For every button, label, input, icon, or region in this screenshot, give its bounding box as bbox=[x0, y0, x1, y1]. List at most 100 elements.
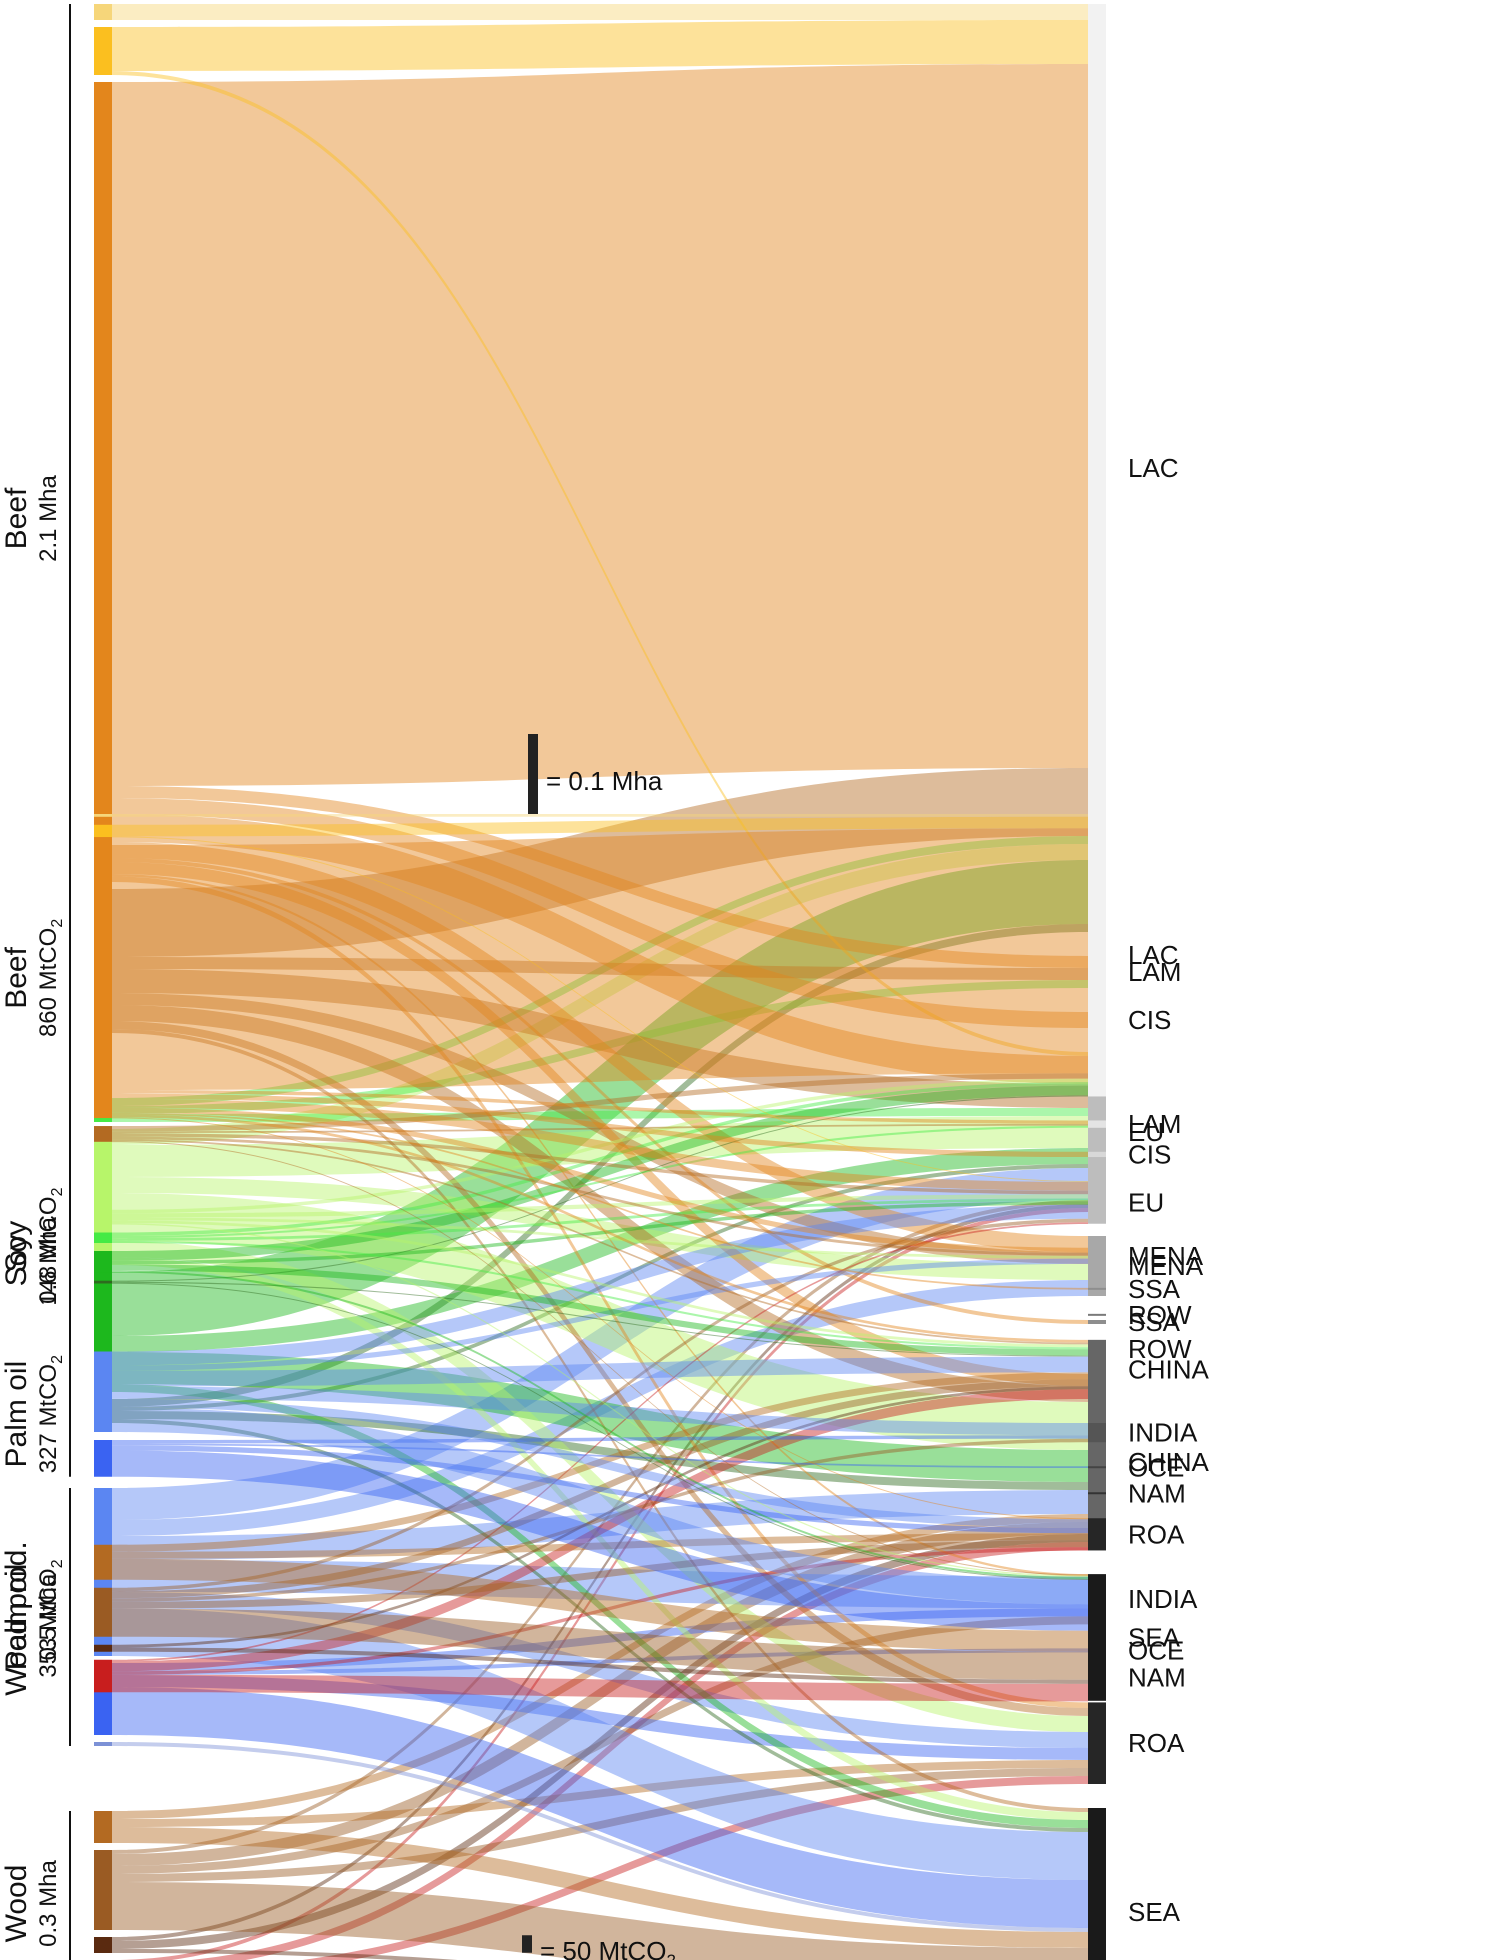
dest-label-lac: LAC bbox=[1128, 940, 1179, 970]
flow-palm-oil-1-to-sea bbox=[112, 1407, 1088, 1605]
flow-palm-oil-2-to-sea bbox=[112, 1450, 1088, 1631]
flow-soy-2-to-eu bbox=[112, 1116, 1088, 1177]
flow-soy-4-to-sea bbox=[112, 1282, 1088, 1580]
flow-soy-1-to-mena bbox=[112, 1217, 1088, 1259]
group-total-beef: 860 MtCO2 bbox=[35, 919, 66, 1037]
flow-soy-2-to-sea bbox=[112, 1257, 1088, 1820]
group-name-beef: Beef bbox=[0, 946, 33, 1008]
dest-label-oce: OCE bbox=[1128, 1635, 1184, 1665]
dest-bar-nam bbox=[1088, 1492, 1106, 1495]
source-bar-soy-4 bbox=[94, 1280, 112, 1284]
flow-wood-1-to-roa bbox=[112, 1760, 1088, 1827]
group-total-beef: 2.1 Mha bbox=[35, 474, 62, 561]
dest-bar-india bbox=[1088, 1423, 1106, 1443]
flow-wood-2-to-roa bbox=[112, 1768, 1088, 1882]
flow-wood-1-to-china bbox=[112, 1514, 1088, 1819]
flow-wood-prod-2-to-sea bbox=[112, 1608, 1088, 1680]
flow-soy-4-to-sea bbox=[112, 1419, 1088, 1832]
source-bar-wood-1 bbox=[94, 1811, 112, 1843]
dest-label-ssa: SSA bbox=[1128, 1307, 1181, 1337]
flow-beef-3-to-ssa bbox=[112, 858, 1088, 1324]
source-bar-palm-oil-3 bbox=[94, 1742, 112, 1746]
source-bar-wood-2 bbox=[94, 1850, 112, 1930]
source-bar-beef-2 bbox=[94, 27, 112, 75]
scale-key-swatch bbox=[522, 1935, 532, 1953]
flow-wood-prod-4-to-china bbox=[112, 1389, 1088, 1672]
dest-bar-lac bbox=[1088, 4, 1106, 932]
flow-wood-3-to-sea bbox=[112, 1949, 458, 1960]
flow-palm-oil-2-to-oce bbox=[112, 1443, 1088, 1468]
scale-key-label: = 0.1 Mha bbox=[546, 766, 663, 796]
group-name-beef: Beef bbox=[0, 487, 33, 549]
source-bar-wood-prod-1 bbox=[94, 1544, 112, 1580]
dest-label-china: CHINA bbox=[1128, 1447, 1210, 1477]
flow-wood-prod-2-to-roa bbox=[112, 1540, 1088, 1609]
flow-palm-oil-2-to-roa bbox=[112, 1675, 1088, 1760]
group-total-soy: 0.6 Mha bbox=[35, 1216, 62, 1303]
flow-palm-oil-1-to-roa bbox=[112, 1398, 1088, 1528]
flow-soy-3-to-china bbox=[112, 1352, 1088, 1482]
flow-soy-1-to-china bbox=[112, 1220, 1088, 1348]
flow-palm-oil-1-to-eu bbox=[112, 1204, 1088, 1366]
dest-label-sea: SEA bbox=[1128, 1623, 1181, 1653]
flow-wood-2-to-sea bbox=[112, 1882, 1088, 1960]
source-bar-beef-2 bbox=[94, 824, 112, 838]
source-bar-soy-3 bbox=[94, 1251, 112, 1273]
flow-palm-oil-2-to-oce bbox=[112, 1648, 1088, 1675]
flow-wood-prod-2-to-eu bbox=[112, 1218, 1088, 1592]
flow-palm-oil-2-to-india bbox=[112, 1608, 1088, 1671]
flow-soy-3-to-eu bbox=[112, 1201, 1088, 1265]
dest-bar-ssa bbox=[1088, 1320, 1106, 1324]
dest-label-row: ROW bbox=[1128, 1334, 1192, 1364]
group-name-soy: Soy bbox=[0, 1221, 33, 1273]
flow-beef-3-to-ssa bbox=[112, 1112, 1088, 1290]
flow-beef-3-to-india bbox=[112, 874, 1088, 1577]
flow-beef-2-to-lac bbox=[112, 816, 1088, 837]
flow-wood-prod-3-to-sea bbox=[112, 1647, 1088, 1684]
flow-palm-oil-2-to-sea bbox=[112, 1687, 1088, 1928]
flow-beef-3-to-roa bbox=[112, 876, 1088, 1708]
dest-bar-china bbox=[1088, 1339, 1106, 1399]
flow-beef-3-to-eu bbox=[112, 1098, 1088, 1191]
flow-soy-2-to-lac bbox=[112, 844, 1088, 1145]
dest-label-row: ROW bbox=[1128, 1300, 1192, 1330]
dest-bar-mena bbox=[1088, 1247, 1106, 1264]
dest-bar-mena bbox=[1088, 1236, 1106, 1296]
dest-bar-sea bbox=[1088, 1574, 1106, 1701]
flows bbox=[112, 4, 1088, 1960]
flow-beef-4-to-lac bbox=[112, 768, 1088, 957]
flow-soy-2-to-china bbox=[112, 1193, 1088, 1450]
flow-palm-oil-2-to-india bbox=[112, 1435, 1088, 1444]
group-name-palm-oil: Palm oil bbox=[0, 1564, 33, 1671]
flow-beef-4-to-roa bbox=[112, 1021, 1088, 1716]
dest-bar-eu bbox=[1088, 1181, 1106, 1224]
flow-beef-3-to-china bbox=[112, 862, 1088, 1386]
dest-label-cis: CIS bbox=[1128, 1005, 1171, 1035]
flow-beef-3-to-lac bbox=[112, 64, 1088, 786]
flow-soy-1-to-sea bbox=[112, 1223, 1088, 1577]
flow-wood-prod-1-to-roa bbox=[112, 1533, 1088, 1559]
dest-label-roa: ROA bbox=[1128, 1728, 1185, 1758]
flow-wood-prod-4-to-eu bbox=[112, 1222, 1088, 1662]
dest-label-roa: ROA bbox=[1128, 1519, 1185, 1549]
flow-wood-prod-4-to-roa bbox=[112, 1547, 1088, 1675]
source-bar-wood-prod-2 bbox=[94, 1587, 112, 1637]
group-name-wood: Wood bbox=[0, 1865, 33, 1943]
dest-bar-sea bbox=[1088, 1808, 1106, 1960]
flow-beef-3-to-cis bbox=[112, 798, 1088, 1028]
dest-bar-lac bbox=[1088, 814, 1106, 1097]
flow-beef-2-to-lac bbox=[112, 20, 1088, 71]
flow-wood-prod-1-to-china bbox=[112, 1372, 1088, 1552]
dest-label-lam: LAM bbox=[1128, 1109, 1181, 1139]
source-bar-wood-prod-3 bbox=[94, 1644, 112, 1652]
flow-palm-oil-3-to-sea bbox=[112, 1742, 1088, 1932]
dest-label-eu: EU bbox=[1128, 1117, 1164, 1147]
flow-palm-oil-1-to-india bbox=[112, 1560, 1088, 1609]
flow-beef-4-to-mena bbox=[112, 993, 1088, 1264]
dest-bar-oce bbox=[1088, 1466, 1106, 1469]
flow-soy-3-to-lac bbox=[112, 1085, 1088, 1261]
flow-palm-oil-1-to-mena bbox=[112, 1280, 1088, 1536]
dest-bar-china bbox=[1088, 1374, 1106, 1550]
dest-label-lac: LAC bbox=[1128, 453, 1179, 483]
